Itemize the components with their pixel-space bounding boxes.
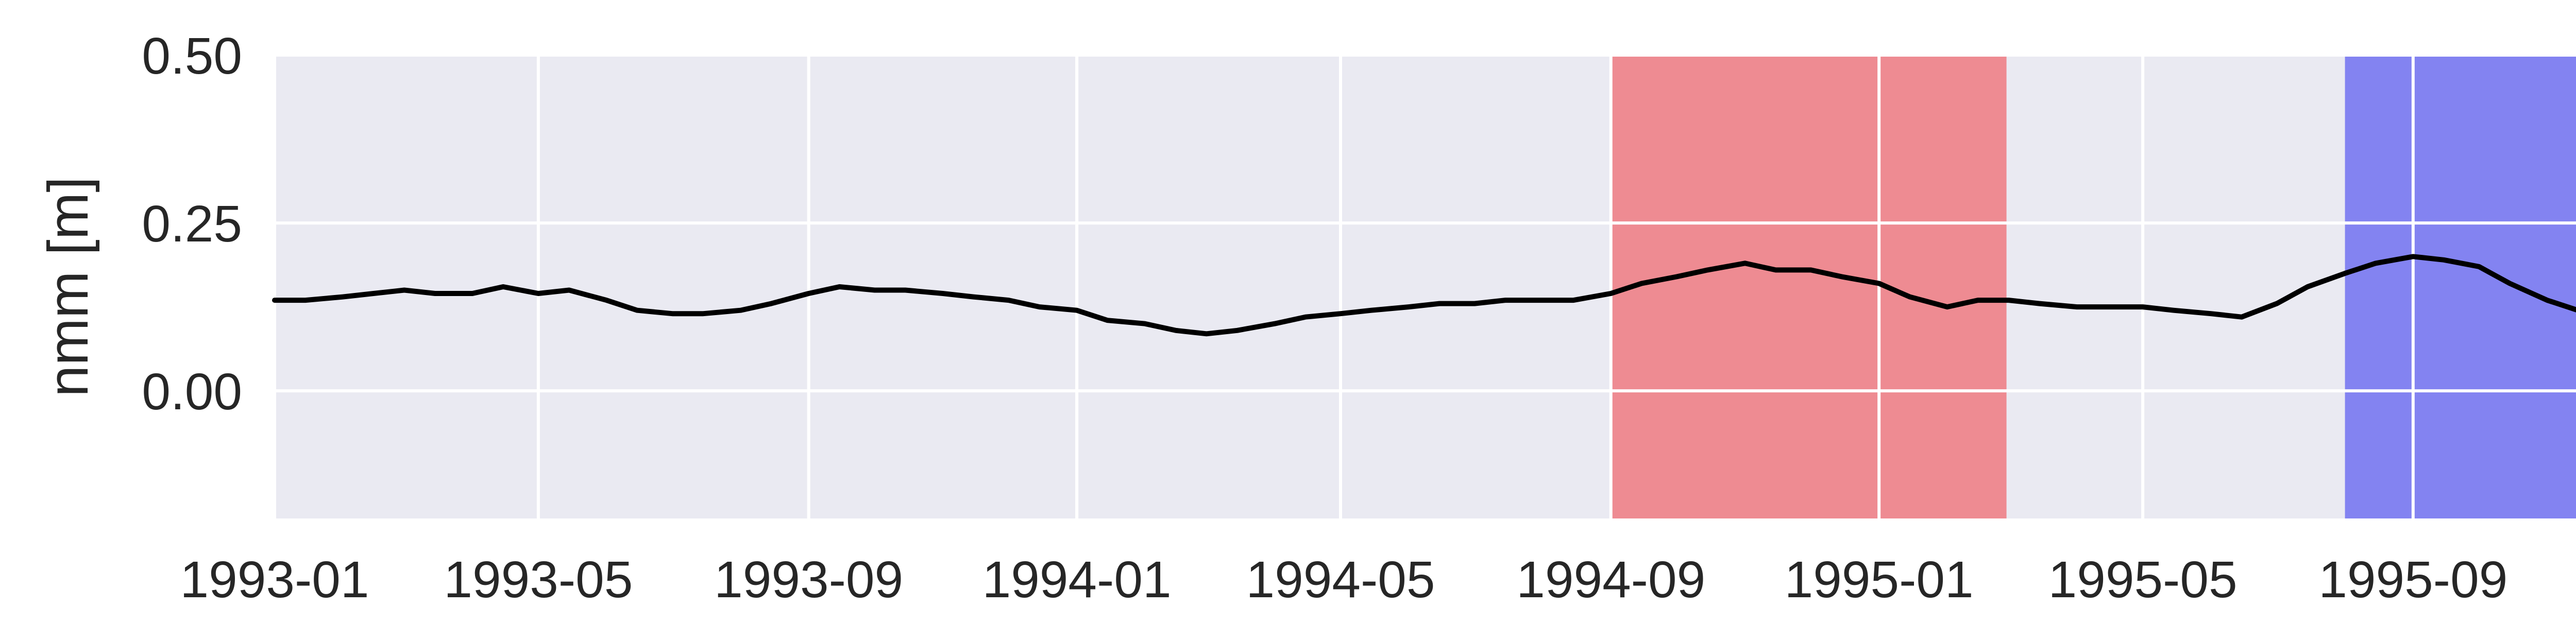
x-tick-label: 1995-01 <box>1785 551 1974 609</box>
shaded-span-2 <box>2345 55 2576 518</box>
series-group <box>272 254 2576 337</box>
x-tick-label: 1994-09 <box>1516 551 1705 609</box>
y-tick-label: 0.50 <box>142 27 242 85</box>
x-tick-label: 1993-05 <box>444 551 633 609</box>
y-tick-labels: 0.50 0.25 0.00 <box>142 27 242 421</box>
y-tick-label: 0.00 <box>142 363 242 421</box>
y-tick-label: 0.25 <box>142 195 242 253</box>
x-tick-label: 1995-05 <box>2048 551 2238 609</box>
plot-background <box>275 55 2576 518</box>
x-tick-label: 1994-01 <box>982 551 1172 609</box>
shaded-spans <box>1611 55 2576 518</box>
x-tick-labels: 1993-01 1993-05 1993-09 1994-01 1994-05 1994-… <box>180 551 2508 609</box>
grid-lines <box>273 54 2576 518</box>
y-axis-label: nmm [m] <box>37 177 100 397</box>
series-line-1 <box>272 254 2576 337</box>
x-tick-label: 1994-05 <box>1246 551 1435 609</box>
x-tick-label: 1995-09 <box>2318 551 2507 609</box>
shaded-span-1 <box>1611 55 2007 518</box>
x-tick-label: 1993-09 <box>714 551 903 609</box>
x-tick-label: 1993-01 <box>180 551 369 609</box>
